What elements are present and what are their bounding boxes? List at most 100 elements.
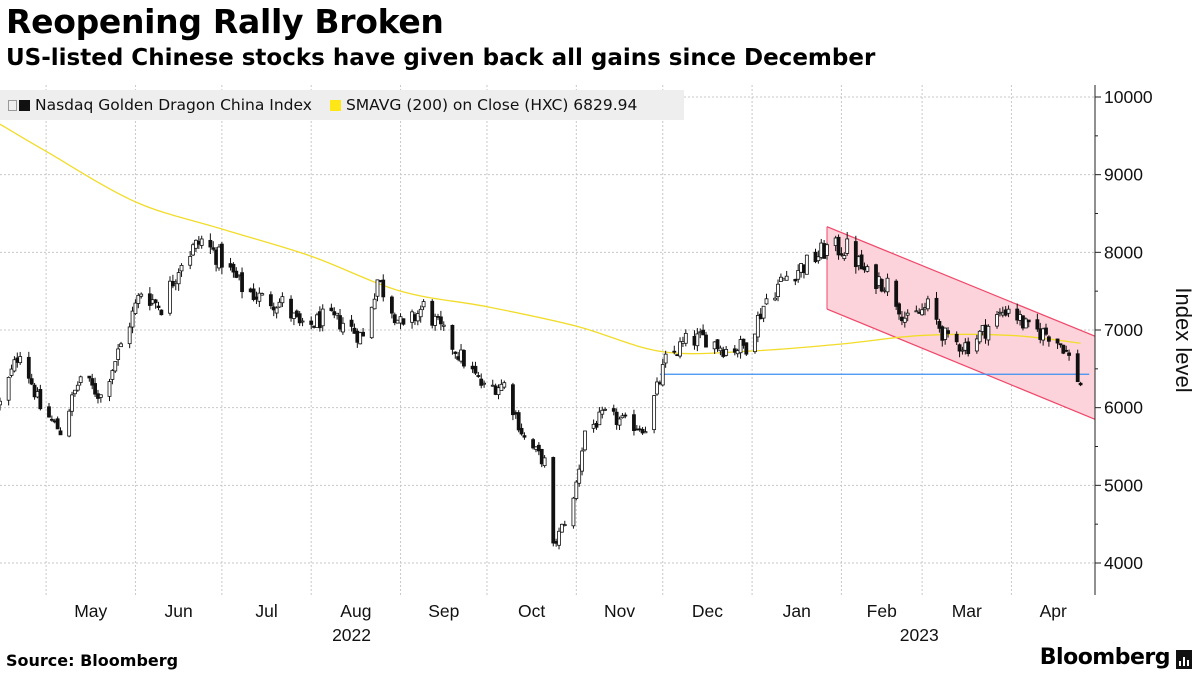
candle-body-up xyxy=(130,310,135,328)
candle-body-down xyxy=(551,457,556,544)
candle-body-down xyxy=(268,294,273,307)
candle-body-up xyxy=(277,301,282,308)
candle-body-up xyxy=(415,313,420,322)
candle-body-up xyxy=(482,382,487,385)
legend-options-icon[interactable]: . xyxy=(8,99,17,111)
candle-body-up xyxy=(574,481,579,499)
legend-entry-index: Nasdaq Golden Dragon China Index xyxy=(19,96,312,114)
candle-body-up xyxy=(773,297,778,301)
downtrend-channel xyxy=(826,226,1096,420)
candle xyxy=(130,306,135,334)
candle-body-down xyxy=(1044,327,1048,335)
candle xyxy=(450,324,455,355)
candle xyxy=(335,312,340,320)
y-tick-label: 9000 xyxy=(1104,165,1143,185)
candle xyxy=(208,233,213,255)
candle xyxy=(231,262,236,278)
candle-body-up xyxy=(119,343,123,348)
candle-body-down xyxy=(611,408,616,412)
candle-body-down xyxy=(389,296,394,314)
candle-body-up xyxy=(776,283,780,298)
candle-body-down xyxy=(55,418,60,430)
candle xyxy=(571,496,576,529)
candle-body-up xyxy=(496,387,501,396)
candle xyxy=(741,338,746,349)
candle xyxy=(240,267,244,299)
candle-body-up xyxy=(977,330,982,343)
candle-body-down xyxy=(966,341,971,355)
candle xyxy=(995,311,999,329)
candle-body-down xyxy=(614,411,619,425)
candle-body-up xyxy=(257,292,262,302)
candle xyxy=(268,291,273,310)
channel-lower xyxy=(826,308,1096,420)
candle-body-up xyxy=(825,244,829,256)
candle-body-down xyxy=(156,305,161,308)
candle-body-up xyxy=(260,293,265,296)
x-month-label: Dec xyxy=(692,601,723,621)
candle-body-up xyxy=(914,310,919,313)
candle-body-up xyxy=(110,370,115,380)
candle-body-down xyxy=(38,389,43,410)
candle xyxy=(793,278,798,286)
candle-body-up xyxy=(660,364,665,386)
candle xyxy=(974,334,979,354)
candle-body-up xyxy=(652,395,657,431)
candle xyxy=(219,241,224,275)
candle-body-up xyxy=(902,317,907,323)
candle xyxy=(683,329,688,347)
candle xyxy=(107,378,112,402)
candle xyxy=(113,361,118,373)
legend-label-sma: SMAVG (200) on Close (HXC) 6829.94 xyxy=(345,96,638,114)
candle xyxy=(6,376,11,406)
candlesticks xyxy=(0,232,1083,550)
candle xyxy=(542,455,547,468)
y-tick-label: 10000 xyxy=(1104,87,1153,107)
candle xyxy=(1064,345,1069,353)
candle xyxy=(433,313,438,331)
candle xyxy=(401,318,406,326)
candle-body-up xyxy=(920,309,925,316)
candle xyxy=(234,267,239,279)
sma-line xyxy=(0,123,1081,355)
candle xyxy=(179,263,184,277)
candle xyxy=(652,394,657,434)
candle-body-up xyxy=(6,376,11,401)
candle-body-down xyxy=(672,350,677,353)
candle-body-up xyxy=(663,353,668,364)
candle xyxy=(191,242,195,257)
candle-body-down xyxy=(450,324,455,350)
candle xyxy=(375,279,380,302)
candle-body-up xyxy=(136,294,141,304)
candle-body-down xyxy=(954,333,959,343)
candle-body-up xyxy=(764,298,769,305)
candle xyxy=(280,292,285,307)
x-month-label: Oct xyxy=(518,601,545,621)
candle-body-down xyxy=(704,334,708,348)
candle-body-up xyxy=(683,332,688,344)
candle xyxy=(1035,313,1040,332)
candle-body-down xyxy=(309,320,314,325)
candle-body-up xyxy=(176,272,181,285)
candle xyxy=(914,305,919,313)
candle-body-up xyxy=(905,312,910,316)
candle-body-up xyxy=(280,296,285,304)
candle xyxy=(170,274,175,289)
candle xyxy=(12,356,17,373)
candle xyxy=(338,308,342,332)
candle-body-down xyxy=(957,344,962,352)
candle xyxy=(905,309,910,322)
candle-body-up xyxy=(597,411,602,426)
candle xyxy=(704,331,708,348)
candle xyxy=(87,375,92,382)
candle xyxy=(473,361,478,376)
candle xyxy=(93,377,97,398)
x-month-label: May xyxy=(74,601,107,621)
candle xyxy=(1006,305,1011,318)
legend-swatch-yellow xyxy=(329,99,341,111)
candle-body-up xyxy=(70,394,74,412)
candle xyxy=(67,408,72,438)
candle-body-down xyxy=(879,279,884,292)
candle xyxy=(438,310,443,331)
candle-body-up xyxy=(560,523,564,533)
